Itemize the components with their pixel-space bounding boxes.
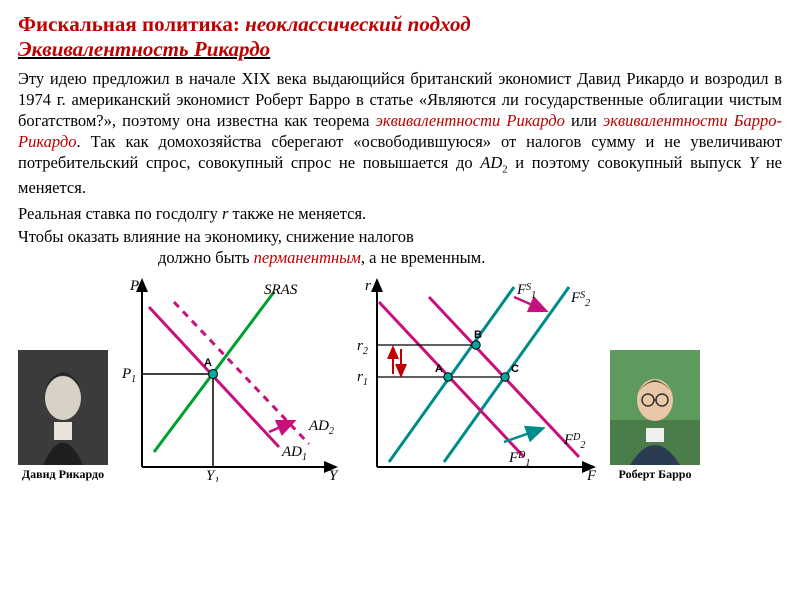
p2a: Реальная ставка по госдолгу <box>18 204 222 223</box>
svg-text:r1: r1 <box>357 369 368 388</box>
main-paragraph: Эту идею предложил в начале XIX века выд… <box>18 68 782 199</box>
svg-text:A: A <box>435 363 443 375</box>
p3b-pre: должно быть <box>158 248 254 267</box>
chart-left: P Y P1 Y1 SRAS AD1 AD2 A <box>114 272 349 482</box>
svg-text:AD1: AD1 <box>281 444 307 463</box>
svg-text:F: F <box>586 468 597 482</box>
svg-text:P1: P1 <box>121 366 136 385</box>
p3b-post: , а не временным. <box>361 248 485 267</box>
p3b-perm: перманентным <box>254 248 361 267</box>
charts-container: P Y P1 Y1 SRAS AD1 AD2 A <box>114 272 604 482</box>
page-title-line2: Эквивалентность Рикардо <box>18 37 782 62</box>
portrait-right-image <box>610 350 700 465</box>
title-plain: Фискальная политика: <box>18 12 245 36</box>
paragraph-line2: Реальная ставка по госдолгу r также не м… <box>18 203 782 224</box>
paragraph-line3: Чтобы оказать влияние на экономику, сниж… <box>18 226 782 268</box>
p-t2: или <box>565 111 603 130</box>
p-ad2: AD <box>480 153 502 172</box>
p-y: Y <box>749 153 758 172</box>
svg-text:AD2: AD2 <box>308 418 334 437</box>
svg-text:Y: Y <box>329 468 339 482</box>
title-italic: неоклассический подход <box>245 12 470 36</box>
svg-text:C: C <box>511 363 519 375</box>
svg-text:A: A <box>204 357 212 369</box>
svg-text:r: r <box>365 278 371 294</box>
p-r1: эквивалентности Рикардо <box>376 111 565 130</box>
svg-text:B: B <box>474 329 482 341</box>
page-title-line1: Фискальная политика: неоклассический под… <box>18 12 782 37</box>
portrait-left: Давид Рикардо <box>18 350 108 482</box>
figure-row: Давид Рикардо <box>18 272 782 482</box>
portrait-right: Роберт Барро <box>610 350 700 482</box>
portrait-left-caption: Давид Рикардо <box>18 467 108 482</box>
portrait-left-image <box>18 350 108 465</box>
chart-right: r F r1 r2 FS1 FS2 FD1 FD2 A B C <box>349 272 604 482</box>
portrait-right-caption: Роберт Барро <box>610 467 700 482</box>
p2b: также не меняется. <box>228 204 366 223</box>
p-t4: и поэтому совокупный выпуск <box>508 153 749 172</box>
svg-text:r2: r2 <box>357 338 368 357</box>
svg-text:P: P <box>129 278 139 294</box>
svg-text:SRAS: SRAS <box>264 282 298 298</box>
svg-text:Y1: Y1 <box>206 468 219 482</box>
svg-text:FD2: FD2 <box>563 432 585 451</box>
p3a: Чтобы оказать влияние на экономику, сниж… <box>18 227 414 246</box>
svg-text:FS2: FS2 <box>570 290 590 309</box>
